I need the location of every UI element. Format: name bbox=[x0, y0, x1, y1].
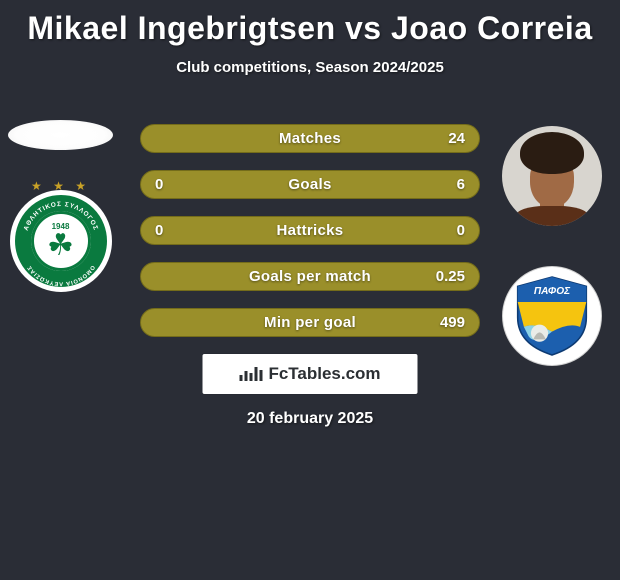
stat-right-value: 6 bbox=[457, 176, 465, 193]
svg-text:ΠΑΦΟΣ: ΠΑΦΟΣ bbox=[534, 286, 571, 297]
stat-left-value: 0 bbox=[155, 176, 163, 193]
left-club-badge: ★ ★ ★ ΑΘΛΗΤΙΚΟΣ ΣΥΛΛΟΓΟΣ ΟΜΟΝΟΙΑ ΛΕΥΚΩΣΙ… bbox=[10, 190, 112, 292]
stat-row-min-per-goal: Min per goal 499 bbox=[140, 308, 480, 337]
left-avatar-column: ★ ★ ★ ΑΘΛΗΤΙΚΟΣ ΣΥΛΛΟΓΟΣ ΟΜΟΝΟΙΑ ΛΕΥΚΩΣΙ… bbox=[8, 120, 113, 292]
stat-row-goals: 0 Goals 6 bbox=[140, 170, 480, 199]
stat-label: Matches bbox=[279, 130, 341, 147]
page-title: Mikael Ingebrigtsen vs Joao Correia bbox=[0, 0, 620, 49]
date-label: 20 february 2025 bbox=[0, 410, 620, 428]
fctables-watermark: FcTables.com bbox=[203, 354, 418, 394]
left-club-ring-text: ΑΘΛΗΤΙΚΟΣ ΣΥΛΛΟΓΟΣ ΟΜΟΝΟΙΑ ΛΕΥΚΩΣΙΑΣ bbox=[15, 195, 107, 287]
fctables-label: FcTables.com bbox=[268, 364, 380, 384]
stat-right-value: 499 bbox=[440, 314, 465, 331]
right-avatar-column: ΠΑΦΟΣ bbox=[502, 126, 602, 366]
svg-text:ΑΘΛΗΤΙΚΟΣ ΣΥΛΛΟΓΟΣ: ΑΘΛΗΤΙΚΟΣ ΣΥΛΛΟΓΟΣ bbox=[22, 201, 99, 232]
stat-row-goals-per-match: Goals per match 0.25 bbox=[140, 262, 480, 291]
stat-label: Hattricks bbox=[277, 222, 344, 239]
player-right-avatar bbox=[502, 126, 602, 226]
player-left-avatar-placeholder bbox=[8, 120, 113, 150]
stat-right-value: 0 bbox=[457, 222, 465, 239]
stat-right-value: 24 bbox=[448, 130, 465, 147]
left-club-stars-icon: ★ ★ ★ bbox=[15, 179, 107, 193]
bar-chart-icon bbox=[239, 367, 262, 381]
svg-text:ΟΜΟΝΟΙΑ ΛΕΥΚΩΣΙΑΣ: ΟΜΟΝΟΙΑ ΛΕΥΚΩΣΙΑΣ bbox=[26, 264, 95, 286]
stat-label: Goals bbox=[288, 176, 331, 193]
stat-right-value: 0.25 bbox=[436, 268, 465, 285]
stat-row-matches: Matches 24 bbox=[140, 124, 480, 153]
stat-left-value: 0 bbox=[155, 222, 163, 239]
stat-label: Min per goal bbox=[264, 314, 356, 331]
stat-row-hattricks: 0 Hattricks 0 bbox=[140, 216, 480, 245]
page-subtitle: Club competitions, Season 2024/2025 bbox=[0, 59, 620, 76]
stats-panel: Matches 24 0 Goals 6 0 Hattricks 0 Goals… bbox=[140, 124, 480, 337]
right-club-badge: ΠΑΦΟΣ bbox=[502, 266, 602, 366]
stat-label: Goals per match bbox=[249, 268, 371, 285]
